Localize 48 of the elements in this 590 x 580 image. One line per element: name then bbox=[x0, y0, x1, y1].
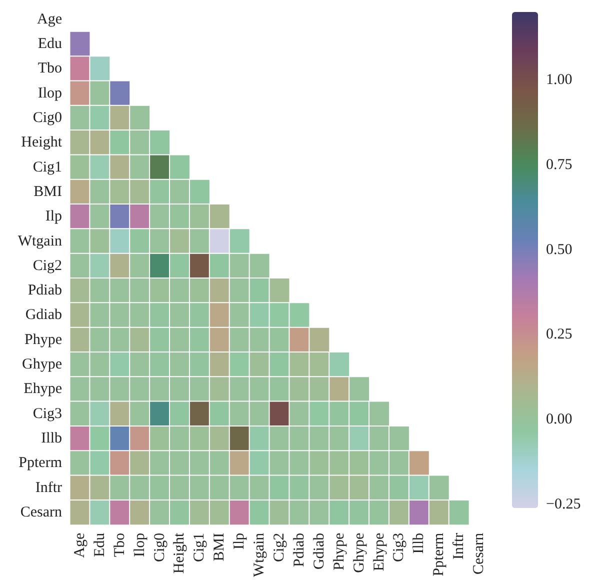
y-tick-label: BMI bbox=[34, 184, 62, 200]
x-tick-label: Ghype bbox=[351, 532, 368, 573]
color-bar-label: 0.50 bbox=[546, 242, 572, 258]
y-tick-label: Cig1 bbox=[32, 159, 62, 176]
y-tick-label: Height bbox=[21, 134, 63, 151]
y-tick-label: Ehype bbox=[24, 381, 62, 398]
color-bar-label: −0.25 bbox=[546, 496, 581, 513]
color-bar-label: 1.00 bbox=[546, 72, 572, 88]
y-tick-label: Gdiab bbox=[25, 307, 62, 324]
y-tick-label: Cig0 bbox=[32, 110, 62, 126]
x-tick-label: Gdiab bbox=[311, 532, 328, 570]
x-tick-label: Cig3 bbox=[391, 532, 408, 562]
y-tick-label: Edu bbox=[38, 36, 62, 52]
y-tick-label: Cig2 bbox=[32, 258, 62, 274]
color-bar-label: 0.25 bbox=[546, 326, 572, 343]
x-tick-label: Cig1 bbox=[192, 532, 208, 562]
y-tick-label: Pdiab bbox=[28, 282, 62, 299]
y-tick-label: Ilop bbox=[38, 85, 62, 102]
x-tick-label: Ilp bbox=[232, 532, 248, 550]
x-tick-label: Edu bbox=[92, 532, 108, 558]
x-tick-label: Ppterm bbox=[431, 532, 448, 576]
x-tick-label: BMI bbox=[212, 532, 228, 562]
x-tick-label: Wtgain bbox=[252, 532, 268, 578]
y-tick-label: Ilp bbox=[45, 208, 62, 225]
y-tick-label: Phype bbox=[24, 332, 62, 348]
x-tick-label: Cig2 bbox=[272, 532, 288, 562]
color-bar-label: 0.75 bbox=[546, 156, 572, 173]
x-tick-label: Inftr bbox=[451, 532, 468, 560]
x-tick-label: Tbo bbox=[112, 532, 128, 558]
y-tick-label: Age bbox=[37, 11, 62, 28]
x-tick-label: Pdiab bbox=[291, 532, 308, 568]
color-bar-label: 0.00 bbox=[546, 412, 572, 428]
y-tick-label: Cesarn bbox=[20, 504, 62, 521]
y-tick-label: Cig3 bbox=[32, 406, 62, 422]
y-tick-label: Tbo bbox=[38, 60, 62, 77]
y-tick-label: Inftr bbox=[35, 480, 62, 496]
y-tick-label: Ghype bbox=[22, 356, 62, 373]
x-tick-label: Cig0 bbox=[152, 532, 168, 562]
x-tick-label: Age bbox=[72, 532, 88, 558]
x-tick-label: Ilop bbox=[132, 532, 148, 558]
x-tick-label: Height bbox=[172, 532, 188, 574]
y-tick-label: Illb bbox=[41, 430, 62, 447]
y-tick-label: Ppterm bbox=[18, 455, 62, 472]
x-tick-label: Illb bbox=[411, 532, 428, 554]
x-tick-label: Ehype bbox=[371, 532, 388, 572]
y-tick-label: Wtgain bbox=[18, 233, 62, 250]
x-tick-label: Phype bbox=[331, 532, 348, 570]
x-tick-label: Cesarn bbox=[471, 532, 488, 575]
